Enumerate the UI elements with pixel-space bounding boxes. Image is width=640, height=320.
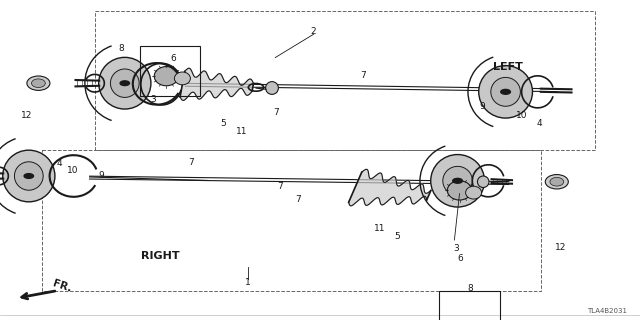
Text: TLA4B2031: TLA4B2031 <box>588 308 627 314</box>
Circle shape <box>500 89 511 94</box>
Polygon shape <box>180 68 253 100</box>
Ellipse shape <box>174 72 191 85</box>
Ellipse shape <box>266 82 278 94</box>
Text: 4: 4 <box>57 159 62 168</box>
Text: 5: 5 <box>221 119 226 128</box>
Ellipse shape <box>443 166 472 195</box>
Text: 8: 8 <box>467 284 472 293</box>
Ellipse shape <box>15 162 43 190</box>
Ellipse shape <box>31 79 45 87</box>
Text: 8: 8 <box>119 44 124 53</box>
Ellipse shape <box>111 69 139 97</box>
Text: 7: 7 <box>295 195 300 204</box>
Text: 11: 11 <box>374 224 386 233</box>
Text: 7: 7 <box>189 158 194 167</box>
Text: 4: 4 <box>536 119 541 128</box>
Ellipse shape <box>477 176 489 188</box>
Text: 7: 7 <box>277 182 282 191</box>
Bar <box>140 46 200 96</box>
Ellipse shape <box>99 57 151 109</box>
Text: 11: 11 <box>236 127 248 136</box>
Ellipse shape <box>466 186 482 199</box>
Ellipse shape <box>3 150 55 202</box>
Circle shape <box>24 174 33 178</box>
Text: LEFT: LEFT <box>493 62 523 72</box>
Text: 3: 3 <box>453 244 458 253</box>
Text: 9: 9 <box>99 171 104 180</box>
Text: FR.: FR. <box>51 278 73 293</box>
Ellipse shape <box>27 76 50 90</box>
Text: 7: 7 <box>274 108 279 117</box>
Bar <box>439 291 500 320</box>
Text: 9: 9 <box>479 102 484 111</box>
Text: 12: 12 <box>555 243 566 252</box>
Text: 6: 6 <box>170 54 175 63</box>
Text: 12: 12 <box>20 111 32 120</box>
Text: 5: 5 <box>395 232 400 241</box>
Text: 6: 6 <box>458 254 463 263</box>
Circle shape <box>452 178 463 183</box>
Text: 1: 1 <box>246 278 251 287</box>
Ellipse shape <box>491 77 520 106</box>
Text: RIGHT: RIGHT <box>141 251 179 261</box>
Polygon shape <box>349 169 431 206</box>
Text: 10: 10 <box>516 111 527 120</box>
Text: 10: 10 <box>67 166 78 175</box>
Circle shape <box>120 81 129 85</box>
Text: 2: 2 <box>311 28 316 36</box>
Ellipse shape <box>154 67 179 86</box>
Ellipse shape <box>545 175 568 189</box>
Ellipse shape <box>447 181 472 200</box>
Text: 3: 3 <box>151 95 156 104</box>
Ellipse shape <box>479 66 532 118</box>
Text: 7: 7 <box>361 71 366 80</box>
Ellipse shape <box>431 155 484 207</box>
Ellipse shape <box>550 177 564 186</box>
